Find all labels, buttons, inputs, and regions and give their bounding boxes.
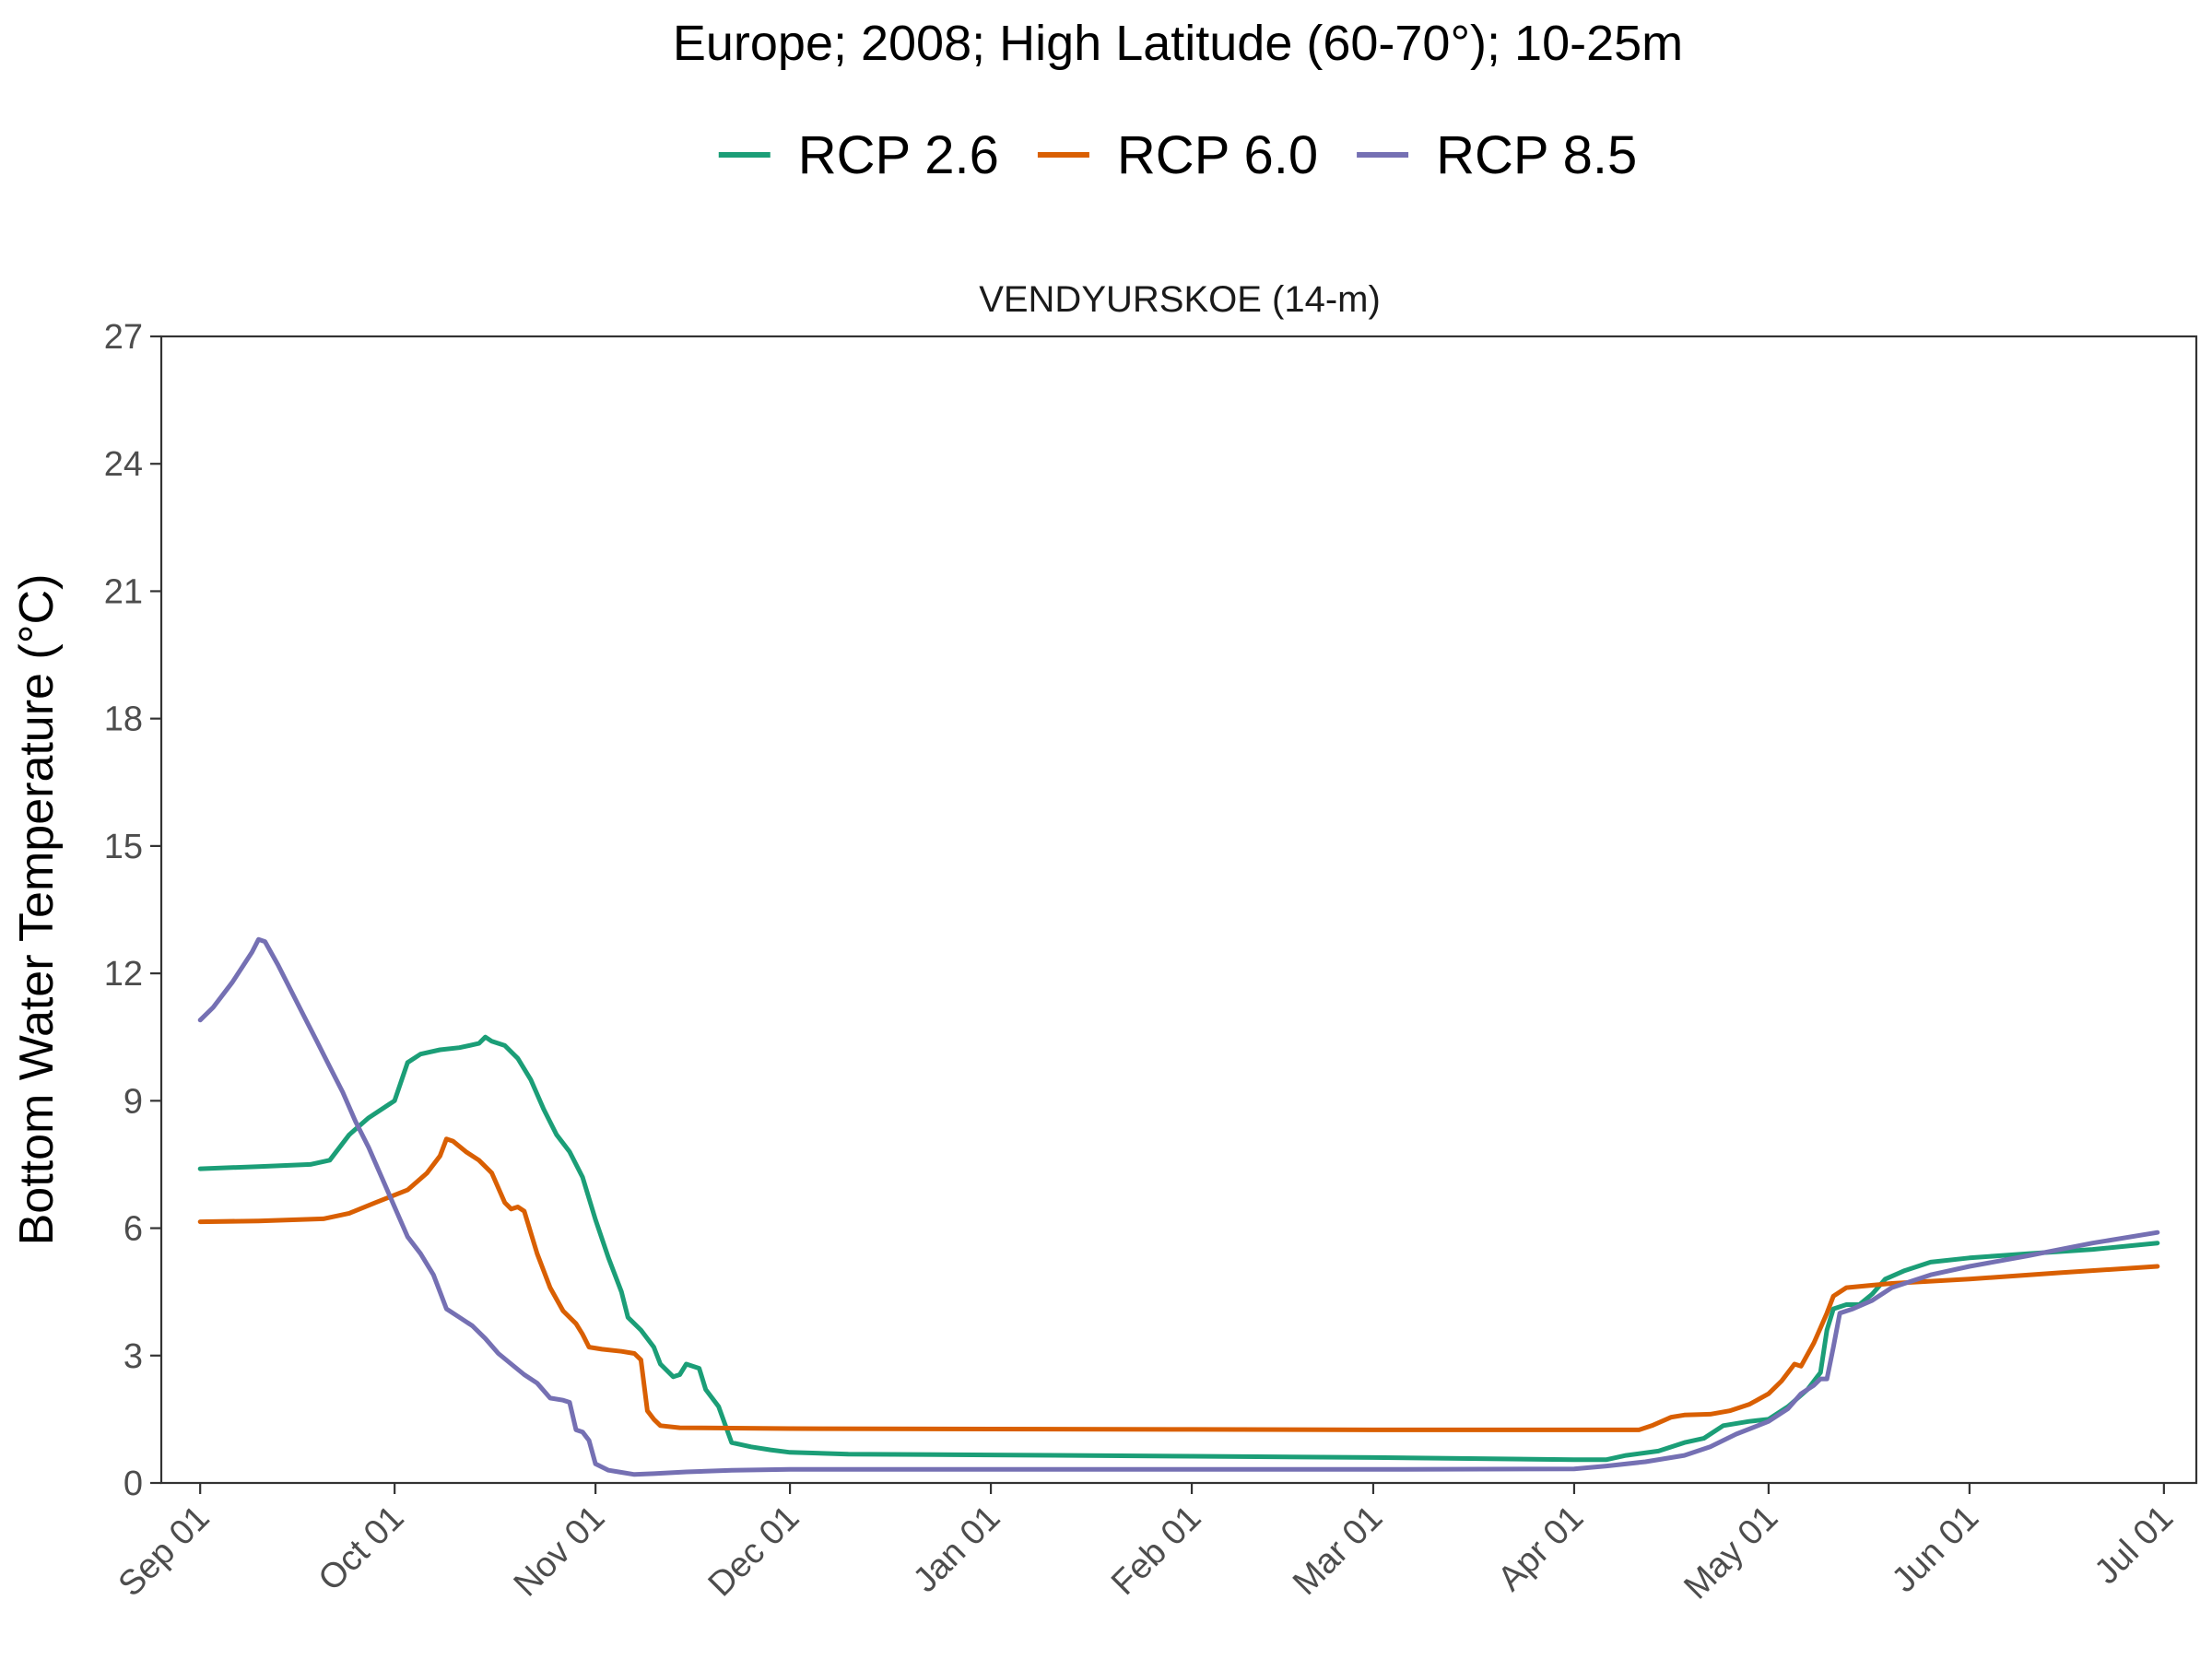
y-tick-label: 12 (104, 955, 143, 994)
y-axis: 0 3 6 9 12 15 18 21 24 27 (104, 318, 161, 1503)
y-tick-label: 9 (124, 1082, 143, 1121)
y-axis-title: Bottom Water Temperature (°C) (10, 574, 64, 1246)
chart-title: Europe; 2008; High Latitude (60-70°); 10… (673, 16, 1683, 71)
legend: RCP 2.6 RCP 6.0 RCP 8.5 (718, 125, 1637, 185)
y-tick-label: 15 (104, 828, 143, 866)
series-line-rcp-6-0 (197, 1136, 2160, 1432)
panel-title: VENDYURSKOE (14-m) (979, 279, 1381, 320)
y-tick-label: 27 (104, 318, 143, 357)
y-tick-label: 6 (124, 1210, 143, 1249)
y-tick-label: 0 (124, 1465, 143, 1503)
y-tick-label: 24 (104, 445, 143, 484)
y-tick-label: 3 (124, 1337, 143, 1376)
series-line-rcp-8-5 (197, 936, 2160, 1477)
series-lines (197, 936, 2160, 1477)
plot-panel (159, 335, 2198, 1485)
series-line-rcp-2-6 (197, 1034, 2160, 1463)
y-tick-label: 18 (104, 700, 143, 739)
legend-label-rcp-2-6: RCP 2.6 (798, 125, 999, 185)
legend-label-rcp-8-5: RCP 8.5 (1436, 125, 1637, 185)
legend-label-rcp-6-0: RCP 6.0 (1117, 125, 1318, 185)
y-tick-label: 21 (104, 572, 143, 611)
